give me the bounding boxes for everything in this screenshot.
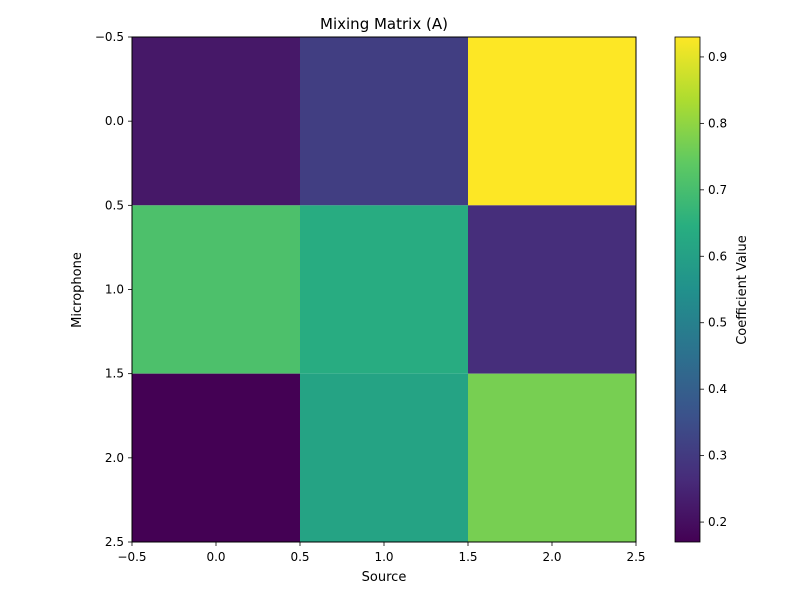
heatmap-cell-r2-c1 [300, 373, 468, 542]
y-tick-label: 1.5 [105, 367, 124, 381]
heatmap-cells [132, 37, 636, 542]
colorbar-tick-label: 0.3 [708, 449, 727, 463]
y-axis-ticks: −0.5 0.0 0.5 1.0 1.5 2.0 2.5 [95, 30, 132, 549]
colorbar-tick-label: 0.8 [708, 116, 727, 130]
colorbar-tick-label: 0.4 [708, 382, 727, 396]
x-tick-label: −0.5 [117, 550, 146, 564]
colorbar-tick-label: 0.2 [708, 515, 727, 529]
x-tick-label: 2.0 [542, 550, 561, 564]
colorbar-tick-label: 0.9 [708, 50, 727, 64]
heatmap-cell-r1-c2 [468, 205, 636, 374]
heatmap-cell-r1-c1 [300, 205, 468, 374]
heatmap-cell-r2-c0 [132, 373, 300, 542]
y-tick-label: 0.5 [105, 198, 124, 212]
heatmap-cell-r0-c2 [468, 37, 636, 206]
x-axis-ticks: −0.5 0.0 0.5 1.0 1.5 2.0 2.5 [117, 542, 646, 564]
chart-title: Mixing Matrix (A) [320, 15, 448, 33]
colorbar-tick-label: 0.7 [708, 183, 727, 197]
y-tick-label: −0.5 [95, 30, 124, 44]
colorbar [674, 36, 701, 543]
x-tick-label: 1.5 [458, 550, 477, 564]
colorbar-ticks: 0.2 0.3 0.4 0.5 0.6 0.7 0.8 0.9 [700, 50, 727, 529]
y-tick-label: 1.0 [105, 283, 124, 297]
heatmap-cell-r1-c0 [132, 205, 300, 374]
x-tick-label: 0.5 [290, 550, 309, 564]
heatmap-cell-r0-c0 [132, 37, 300, 206]
colorbar-tick-label: 0.6 [708, 249, 727, 263]
heatmap-cell-r0-c1 [300, 37, 468, 206]
y-axis-label: Microphone [70, 252, 85, 328]
x-tick-label: 1.0 [374, 550, 393, 564]
x-tick-label: 2.5 [626, 550, 645, 564]
colorbar-label: Coefficient Value [735, 235, 750, 345]
x-axis-label: Source [362, 570, 407, 585]
y-tick-label: 0.0 [105, 114, 124, 128]
y-tick-label: 2.0 [105, 451, 124, 465]
x-tick-label: 0.0 [206, 550, 225, 564]
colorbar-tick-label: 0.5 [708, 316, 727, 330]
heatmap-cell-r2-c2 [468, 373, 636, 542]
y-tick-label: 2.5 [105, 535, 124, 549]
